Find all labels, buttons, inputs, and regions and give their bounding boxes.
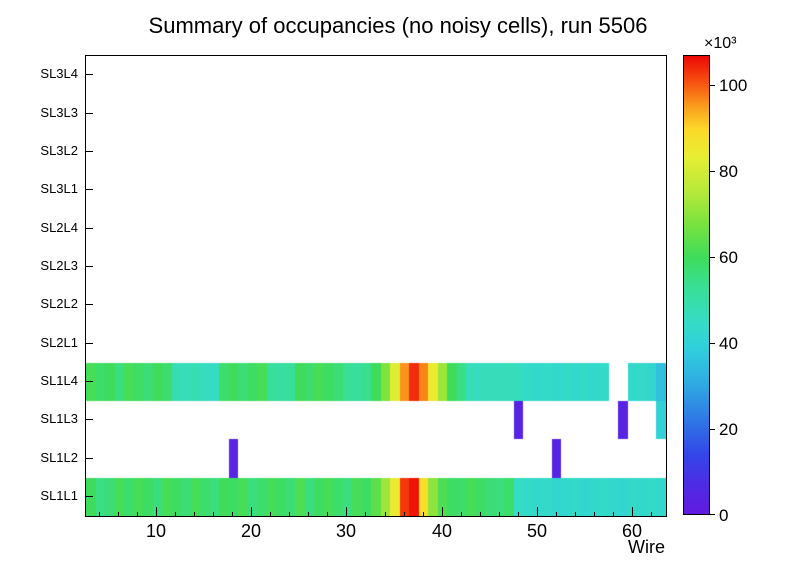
colorbar-tick: [710, 514, 715, 515]
x-axis-minor-tick: [175, 512, 176, 516]
colorbar-tick-label: 40: [719, 334, 738, 353]
x-axis-minor-tick: [327, 512, 328, 516]
x-axis-tick-label: 30: [335, 521, 357, 541]
colorbar-tick: [710, 257, 715, 258]
x-axis-major-tick: [537, 507, 538, 516]
y-axis-label: SL2L3: [40, 258, 78, 273]
colorbar-tick-label: 80: [719, 162, 738, 181]
y-axis-label: SL3L1: [40, 181, 78, 196]
colorbar-tick-label: 100: [719, 76, 748, 95]
y-axis-label: SL3L2: [40, 143, 78, 158]
y-axis-label: SL1L3: [40, 411, 78, 426]
x-axis-minor-tick: [137, 512, 138, 516]
y-axis-label: SL1L2: [40, 450, 78, 465]
x-axis-major-tick: [251, 507, 252, 516]
x-axis-major-tick: [346, 507, 347, 516]
x-axis-tick-label: 60: [621, 521, 643, 541]
x-axis-minor-tick: [365, 512, 366, 516]
x-axis-minor-tick: [404, 512, 405, 516]
x-axis-minor-tick: [594, 512, 595, 516]
x-axis-tick-label: 10: [145, 521, 167, 541]
colorbar: [683, 55, 710, 515]
y-axis-tick: [86, 151, 93, 152]
y-axis-tick: [86, 381, 93, 382]
y-axis-label: SL2L4: [40, 220, 78, 235]
x-axis-tick-label: 40: [431, 521, 453, 541]
x-axis-minor-tick: [423, 512, 424, 516]
x-axis-minor-tick: [480, 512, 481, 516]
colorbar-tick: [710, 85, 715, 86]
y-axis-tick: [86, 419, 93, 420]
y-axis-label: SL3L3: [40, 105, 78, 120]
y-axis-label: SL2L2: [40, 296, 78, 311]
colorbar-tick-label: 60: [719, 248, 738, 267]
x-axis-tick-label: 20: [240, 521, 262, 541]
y-axis-label: SL3L4: [40, 66, 78, 81]
x-axis-minor-tick: [461, 512, 462, 516]
x-axis-minor-tick: [118, 512, 119, 516]
y-axis-tick: [86, 458, 93, 459]
y-axis-tick: [86, 189, 93, 190]
y-axis-tick: [86, 343, 93, 344]
x-axis-major-tick: [442, 507, 443, 516]
colorbar-tick-label: 20: [719, 420, 738, 439]
x-axis-minor-tick: [99, 512, 100, 516]
colorbar-tick-label: 0: [719, 506, 729, 525]
y-axis-tick: [86, 74, 93, 75]
x-axis-minor-tick: [270, 512, 271, 516]
y-axis-tick: [86, 496, 93, 497]
x-axis-minor-tick: [613, 512, 614, 516]
y-axis-tick: [86, 304, 93, 305]
y-axis-label: SL1L4: [40, 373, 78, 388]
colorbar-tick: [710, 343, 715, 344]
y-axis-label: SL2L1: [40, 335, 78, 350]
x-axis-minor-tick: [308, 512, 309, 516]
x-axis-minor-tick: [232, 512, 233, 516]
y-axis-tick: [86, 266, 93, 267]
y-axis-tick: [86, 113, 93, 114]
y-axis-tick: [86, 228, 93, 229]
x-axis-minor-tick: [518, 512, 519, 516]
plot-frame: [85, 55, 667, 517]
occupancy-heatmap-canvas: [86, 56, 666, 516]
y-axis-label: SL1L1: [40, 488, 78, 503]
colorbar-tick: [710, 171, 715, 172]
x-axis-minor-tick: [289, 512, 290, 516]
x-axis-minor-tick: [556, 512, 557, 516]
x-axis-minor-tick: [385, 512, 386, 516]
colorbar-gradient: [684, 56, 709, 514]
x-axis-minor-tick: [651, 512, 652, 516]
x-axis-title: Wire: [628, 537, 665, 557]
x-axis-tick-label: 50: [526, 521, 548, 541]
x-axis-major-tick: [156, 507, 157, 516]
colorbar-scale-exponent: ×10³: [704, 35, 737, 52]
x-axis-major-tick: [632, 507, 633, 516]
x-axis-minor-tick: [213, 512, 214, 516]
x-axis-minor-tick: [575, 512, 576, 516]
colorbar-tick: [710, 429, 715, 430]
x-axis-minor-tick: [499, 512, 500, 516]
x-axis-minor-tick: [194, 512, 195, 516]
chart-title: Summary of occupancies (no noisy cells),…: [148, 13, 648, 38]
